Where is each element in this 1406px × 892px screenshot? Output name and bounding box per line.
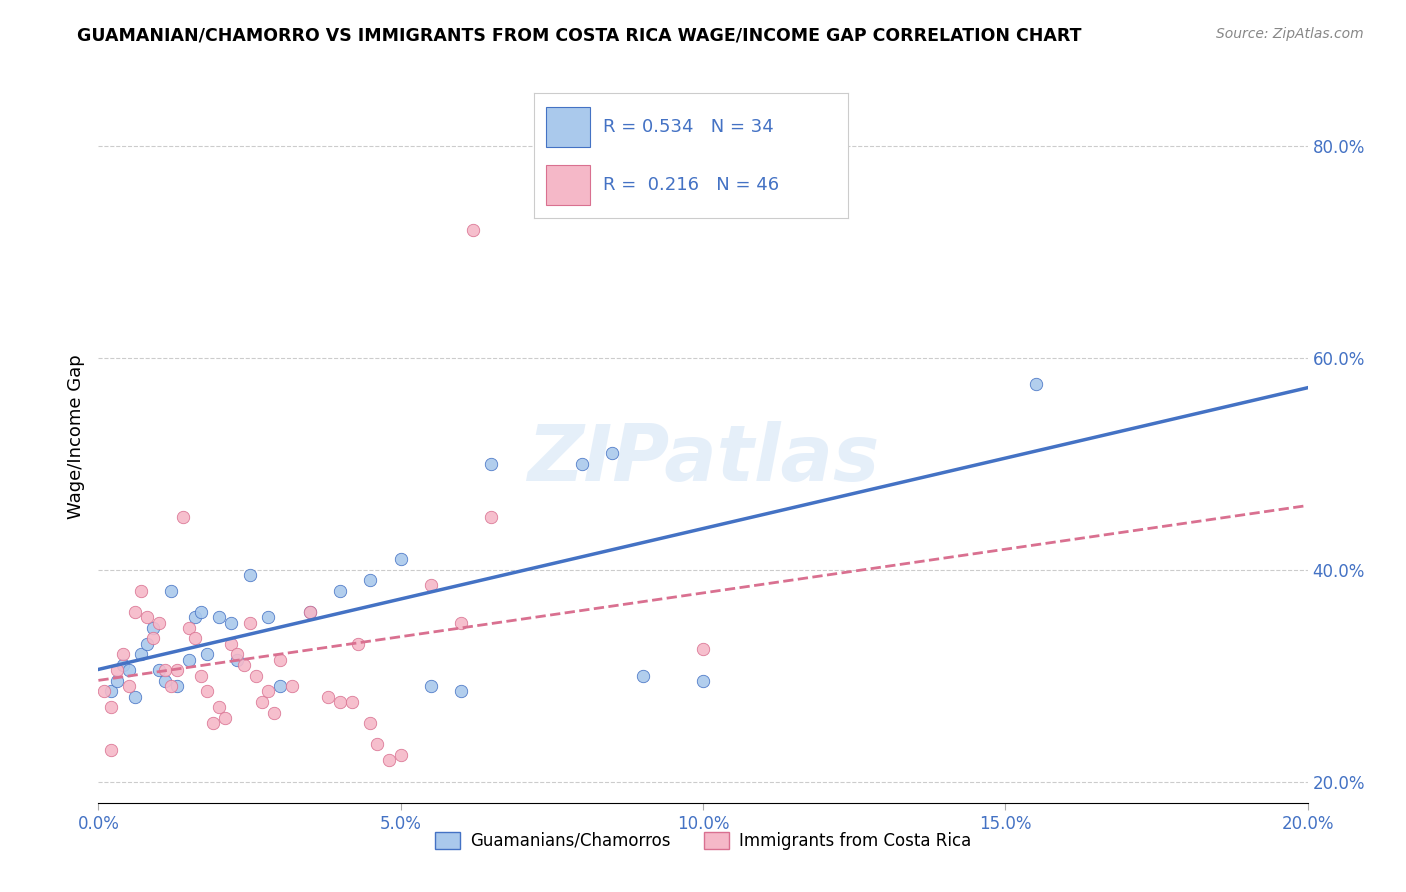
- Point: [166, 679, 188, 693]
- Text: Source: ZipAtlas.com: Source: ZipAtlas.com: [1216, 27, 1364, 41]
- Point: [179, 653, 201, 667]
- Y-axis label: Wage/Income Gap: Wage/Income Gap: [66, 355, 84, 519]
- Point: [316, 690, 339, 704]
- Point: [208, 610, 231, 624]
- Point: [239, 615, 262, 630]
- Point: [100, 743, 122, 757]
- Point: [184, 632, 207, 646]
- Point: [420, 679, 443, 693]
- Point: [269, 653, 291, 667]
- Point: [245, 668, 267, 682]
- Point: [420, 578, 443, 592]
- Legend: Guamanians/Chamorros, Immigrants from Costa Rica: Guamanians/Chamorros, Immigrants from Co…: [429, 825, 977, 856]
- Point: [105, 663, 128, 677]
- Point: [226, 648, 249, 662]
- Point: [184, 610, 207, 624]
- Point: [100, 684, 122, 698]
- Point: [148, 615, 170, 630]
- Point: [463, 223, 485, 237]
- Point: [190, 668, 212, 682]
- Point: [281, 679, 304, 693]
- Point: [214, 711, 236, 725]
- Point: [1024, 377, 1046, 392]
- Point: [142, 632, 165, 646]
- Point: [239, 567, 262, 582]
- Point: [692, 673, 714, 688]
- Point: [631, 668, 654, 682]
- Point: [135, 637, 157, 651]
- Point: [329, 695, 352, 709]
- Point: [692, 642, 714, 657]
- Point: [195, 684, 218, 698]
- Point: [269, 679, 291, 693]
- Point: [105, 673, 128, 688]
- Point: [226, 653, 249, 667]
- Point: [179, 621, 201, 635]
- Point: [142, 621, 165, 635]
- Point: [124, 605, 146, 619]
- Point: [100, 700, 122, 714]
- Point: [160, 679, 183, 693]
- Point: [190, 605, 212, 619]
- Point: [256, 684, 278, 698]
- Point: [299, 605, 322, 619]
- Point: [450, 684, 472, 698]
- Point: [481, 457, 503, 471]
- Point: [148, 663, 170, 677]
- Point: [93, 684, 115, 698]
- Point: [360, 573, 382, 587]
- Point: [111, 648, 134, 662]
- Point: [329, 583, 352, 598]
- Point: [389, 748, 412, 763]
- Point: [118, 663, 141, 677]
- Point: [208, 700, 231, 714]
- Point: [481, 509, 503, 524]
- Point: [366, 738, 388, 752]
- Point: [221, 615, 243, 630]
- Point: [195, 648, 218, 662]
- Point: [450, 615, 472, 630]
- Point: [299, 605, 322, 619]
- Point: [129, 648, 152, 662]
- Point: [111, 658, 134, 673]
- Point: [263, 706, 285, 720]
- Point: [377, 753, 399, 767]
- Text: ZIPatlas: ZIPatlas: [527, 421, 879, 497]
- Point: [602, 446, 624, 460]
- Point: [256, 610, 278, 624]
- Point: [160, 583, 183, 598]
- Point: [347, 637, 370, 651]
- Point: [360, 716, 382, 731]
- Point: [571, 457, 593, 471]
- Point: [221, 637, 243, 651]
- Text: GUAMANIAN/CHAMORRO VS IMMIGRANTS FROM COSTA RICA WAGE/INCOME GAP CORRELATION CHA: GUAMANIAN/CHAMORRO VS IMMIGRANTS FROM CO…: [77, 27, 1081, 45]
- Point: [153, 673, 176, 688]
- Point: [153, 663, 176, 677]
- Point: [172, 509, 194, 524]
- Point: [250, 695, 273, 709]
- Point: [202, 716, 225, 731]
- Point: [389, 552, 412, 566]
- Point: [232, 658, 254, 673]
- Point: [342, 695, 364, 709]
- Point: [118, 679, 141, 693]
- Point: [135, 610, 157, 624]
- Point: [129, 583, 152, 598]
- Point: [124, 690, 146, 704]
- Point: [166, 663, 188, 677]
